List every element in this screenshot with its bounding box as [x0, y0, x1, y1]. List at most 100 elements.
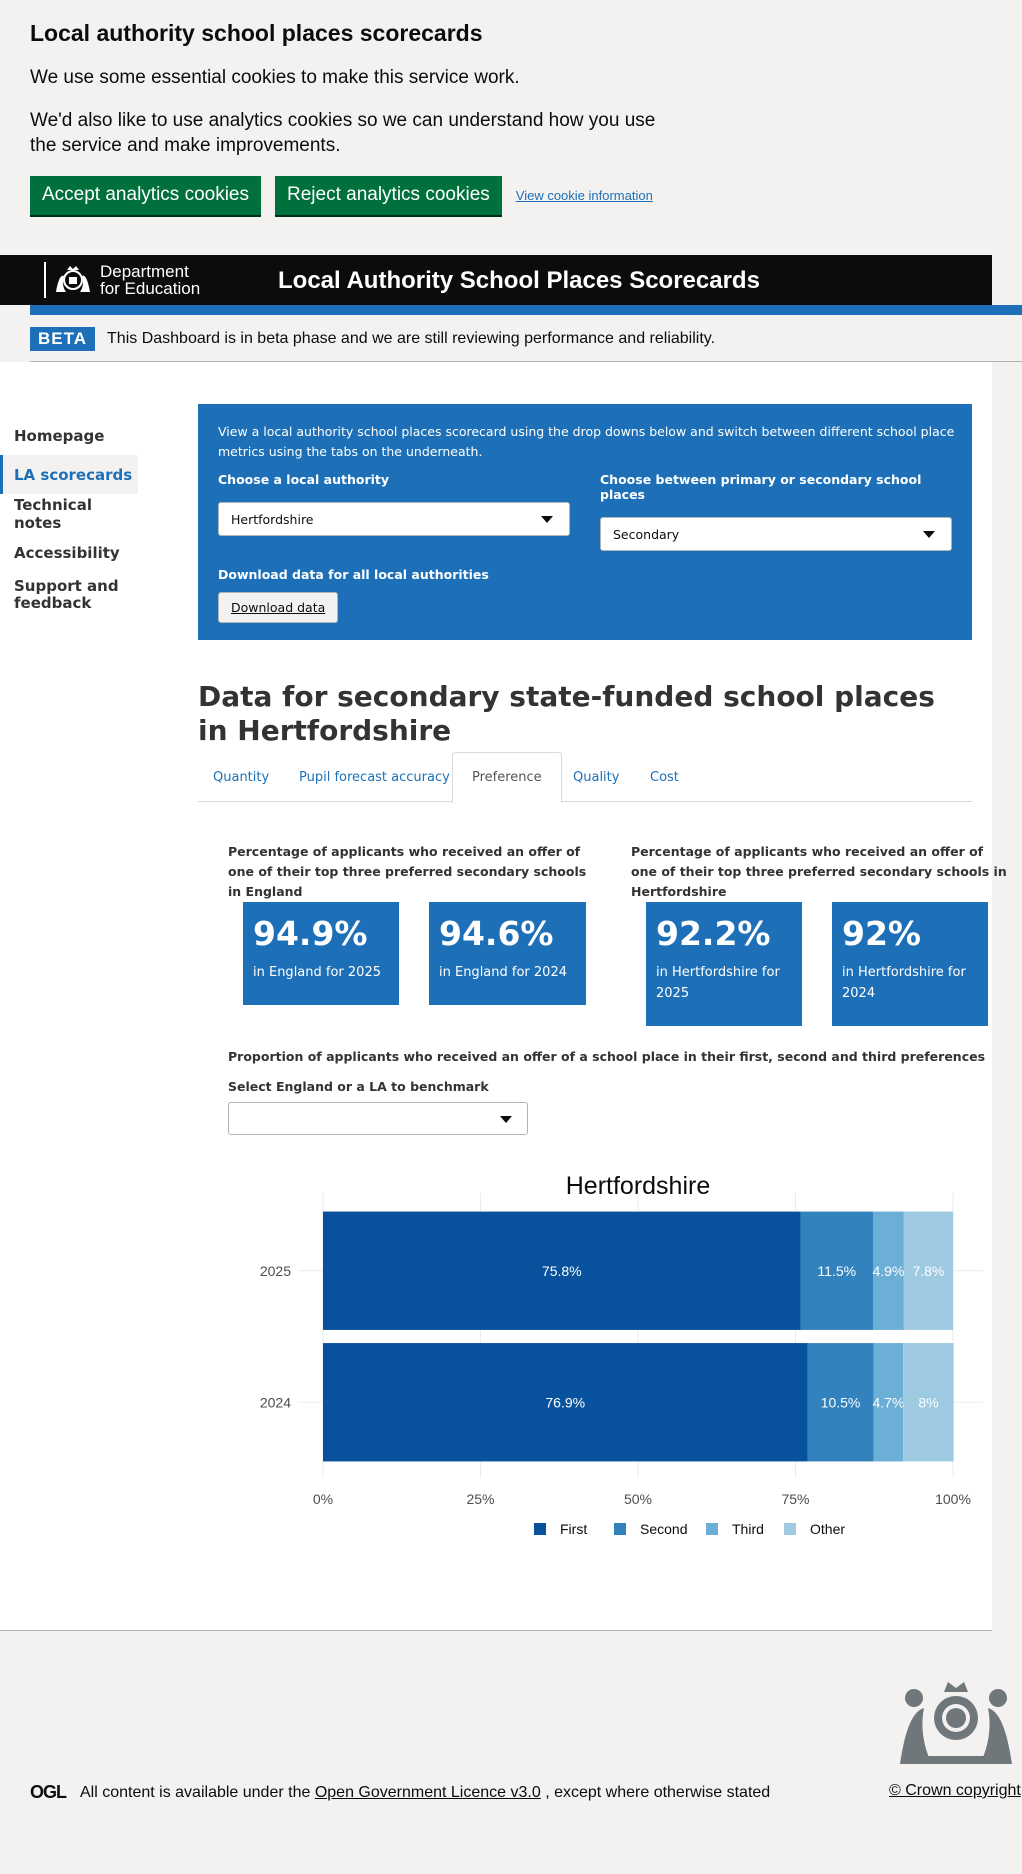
tab-preference[interactable]: Preference [452, 752, 562, 803]
ogl-licence-link[interactable]: Open Government Licence v3.0 [314, 1783, 541, 1801]
data-label: 10.5% [821, 1394, 861, 1410]
beta-text: This Dashboard is in beta phase and we a… [107, 330, 716, 347]
cookie-banner: Local authority school places scorecards… [0, 0, 1022, 255]
data-label: 8% [918, 1394, 938, 1410]
preference-chart: Hertfordshire 75.8% 11.5% 4.9% 7.8%76.9% 10.… [260, 1172, 983, 1537]
page-title: Data for secondary state-funded school p… [198, 680, 935, 747]
metric-tabs: Quantity Pupil forecast accuracy Prefere… [198, 752, 972, 803]
reject-cookies-button[interactable]: Reject analytics cookies [275, 176, 502, 215]
kpi-card: 94.9% in England for 2025 [243, 902, 399, 1005]
kpi-value: 92% [842, 914, 921, 953]
data-label: 75.8% [542, 1263, 582, 1279]
cookie-text-essential: We use some essential cookies to make th… [30, 67, 520, 88]
side-navigation: Homepage LA scorecards Technical notes A… [0, 416, 138, 618]
legend-label: Third [732, 1521, 764, 1537]
x-tick-label: 100% [935, 1491, 971, 1507]
footer: OGL All content is available under the O… [30, 1782, 770, 1803]
header-stripe [30, 305, 1022, 315]
kpi-value: 94.9% [253, 914, 368, 953]
la-select[interactable]: Hertfordshire [218, 502, 570, 536]
divider [30, 361, 1022, 362]
bar-segment [873, 1343, 904, 1462]
kpi-label: in Hertfordshire for 2025 [656, 965, 780, 1001]
dept-name-line2: for Education [100, 279, 201, 298]
la-kpi-heading: Percentage of applicants who received an… [631, 844, 1007, 899]
nav-item-homepage[interactable]: Homepage [14, 426, 105, 445]
benchmark-label: Select England or a LA to benchmark [228, 1079, 489, 1094]
bar-segment [903, 1343, 954, 1462]
kpi-card: 92% in Hertfordshire for 2024 [832, 902, 988, 1026]
y-tick-label: 2025 [260, 1263, 291, 1279]
beta-banner: BETA This Dashboard is in beta phase and… [30, 327, 715, 351]
legend-swatch [784, 1523, 796, 1535]
legend-swatch [534, 1523, 546, 1535]
x-tick-label: 25% [466, 1491, 494, 1507]
legend-label: Second [640, 1521, 687, 1537]
data-label: 11.5% [817, 1263, 856, 1279]
y-tick-label: 2024 [260, 1394, 291, 1410]
cookie-heading: Local authority school places scorecards [30, 20, 483, 46]
panel-intro: View a local authority school places sco… [218, 424, 955, 459]
la-select-label: Choose a local authority [218, 472, 390, 487]
ogl-logo-icon: OGL [30, 1782, 67, 1802]
x-tick-label: 75% [781, 1491, 809, 1507]
bar-segment [807, 1343, 874, 1462]
phase-select-value: Secondary [613, 526, 680, 542]
chevron-down-icon [541, 516, 553, 523]
cookie-text-analytics: We'd also like to use analytics cookies … [30, 110, 656, 156]
download-label: Download data for all local authorities [218, 567, 489, 582]
legend-swatch [614, 1523, 626, 1535]
bar-segment [800, 1211, 873, 1330]
legend-label: Other [810, 1521, 845, 1537]
proportion-heading: Proportion of applicants who received an… [228, 1049, 986, 1064]
royal-crest-icon [56, 266, 90, 292]
kpi-value: 92.2% [656, 914, 771, 953]
la-select-value: Hertfordshire [231, 511, 314, 527]
tab-pupil-forecast-accuracy[interactable]: Pupil forecast accuracy [299, 770, 450, 785]
royal-coat-of-arms-icon [900, 1682, 1012, 1764]
service-title[interactable]: Local Authority School Places Scorecards [278, 267, 760, 294]
kpi-card: 94.6% in England for 2024 [429, 902, 586, 1005]
nav-item-accessibility[interactable]: Accessibility [14, 543, 120, 562]
beta-tag: BETA [30, 327, 96, 351]
data-label: 7.8% [912, 1263, 944, 1279]
accept-cookies-button[interactable]: Accept analytics cookies [30, 176, 261, 215]
site-header: Department for Education Local Authority… [0, 255, 992, 305]
data-label: 4.7% [872, 1394, 904, 1410]
bar-segment [872, 1211, 904, 1330]
kpi-value: 94.6% [439, 914, 554, 953]
bar-segment [903, 1211, 953, 1330]
tab-quantity[interactable]: Quantity [213, 770, 270, 785]
chevron-down-icon [923, 531, 935, 538]
phase-select[interactable]: Secondary [600, 517, 952, 551]
legend-swatch [706, 1523, 718, 1535]
legend-label: First [560, 1521, 587, 1537]
nav-item-la-scorecards[interactable]: LA scorecards [0, 455, 138, 494]
tab-quality[interactable]: Quality [573, 770, 620, 785]
chevron-down-icon [500, 1116, 512, 1123]
benchmark-select[interactable] [228, 1102, 528, 1135]
download-data-button[interactable]: Download data [218, 592, 339, 623]
nav-item-technical-notes[interactable]: Technical notes [14, 495, 92, 532]
england-kpi-heading: Percentage of applicants who received an… [228, 844, 587, 899]
dept-name-line1: Department [100, 262, 189, 281]
x-tick-label: 50% [624, 1491, 652, 1507]
cookie-info-link[interactable]: View cookie information [515, 188, 653, 203]
footer-divider [0, 1630, 992, 1631]
crown-copyright-link[interactable]: © Crown copyright [889, 1782, 1021, 1799]
tab-cost[interactable]: Cost [650, 770, 679, 785]
phase-select-label: Choose between primary or secondary scho… [600, 472, 922, 502]
kpi-label: in England for 2024 [439, 965, 567, 980]
selection-panel: View a local authority school places sco… [198, 404, 972, 640]
kpi-label: in Hertfordshire for 2024 [842, 965, 966, 1001]
bar-segment [323, 1343, 808, 1462]
bar-segment [323, 1211, 801, 1330]
x-tick-label: 0% [313, 1491, 333, 1507]
dfe-logo[interactable]: Department for Education [44, 262, 200, 298]
kpi-card: 92.2% in Hertfordshire for 2025 [646, 902, 802, 1026]
kpi-label: in England for 2025 [253, 965, 381, 980]
footer-text-after: , except where otherwise stated [545, 1783, 771, 1801]
data-label: 76.9% [545, 1394, 585, 1410]
nav-item-support-feedback[interactable]: Support and feedback [14, 577, 119, 612]
data-label: 4.9% [872, 1263, 904, 1279]
